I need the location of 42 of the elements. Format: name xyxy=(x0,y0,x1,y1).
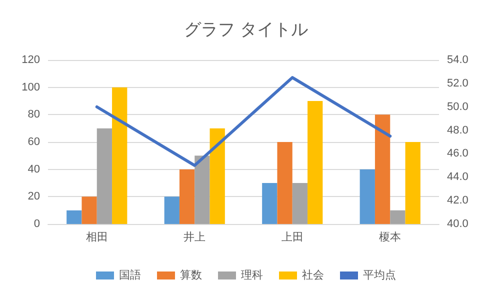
x-tick-label: 上田 xyxy=(281,230,304,244)
bar xyxy=(179,169,195,224)
y-tick-label: 100 xyxy=(22,81,40,94)
line-series xyxy=(95,76,392,167)
y-tick-label: 0 xyxy=(34,218,40,230)
bar xyxy=(164,196,180,224)
legend-label: 算数 xyxy=(180,270,202,282)
x-tick-label: 相田 xyxy=(86,230,108,244)
x-tick-label: 榎本 xyxy=(379,230,402,244)
bar xyxy=(66,210,82,224)
bar xyxy=(210,128,225,224)
x-tick-label: 井上 xyxy=(184,230,206,244)
y2-tick-label: 44.0 xyxy=(447,171,468,184)
y2-tick-label: 50.0 xyxy=(447,100,468,113)
bar xyxy=(360,169,375,224)
legend-label: 理科 xyxy=(241,270,263,282)
y2-tick-label: 40.0 xyxy=(447,218,468,230)
bar xyxy=(308,101,323,224)
y-tick-label: 120 xyxy=(22,54,40,66)
y2-tick-label: 42.0 xyxy=(447,194,468,207)
bar xyxy=(292,183,308,224)
legend-label: 国語 xyxy=(119,268,141,282)
y2-tick-label: 54.0 xyxy=(447,54,468,66)
bar xyxy=(390,210,406,224)
bar xyxy=(277,142,292,224)
y-tick-label: 40 xyxy=(28,163,40,176)
y2-tick-label: 48.0 xyxy=(447,124,468,136)
bar xyxy=(262,183,278,224)
bar xyxy=(82,196,97,224)
y2-tick-label: 46.0 xyxy=(447,148,468,160)
bar xyxy=(374,114,390,224)
legend-label: 平均点 xyxy=(363,268,396,282)
bar xyxy=(194,156,210,224)
chart-title: グラフ タイトル xyxy=(184,20,308,39)
y2-tick-label: 52.0 xyxy=(447,77,468,90)
y-tick-label: 80 xyxy=(28,108,40,121)
bar xyxy=(405,142,420,224)
bar xyxy=(96,128,112,224)
legend-label: 社会 xyxy=(302,268,324,282)
y-tick-label: 60 xyxy=(28,136,40,148)
bar xyxy=(112,87,128,224)
y-tick-label: 20 xyxy=(28,190,40,203)
